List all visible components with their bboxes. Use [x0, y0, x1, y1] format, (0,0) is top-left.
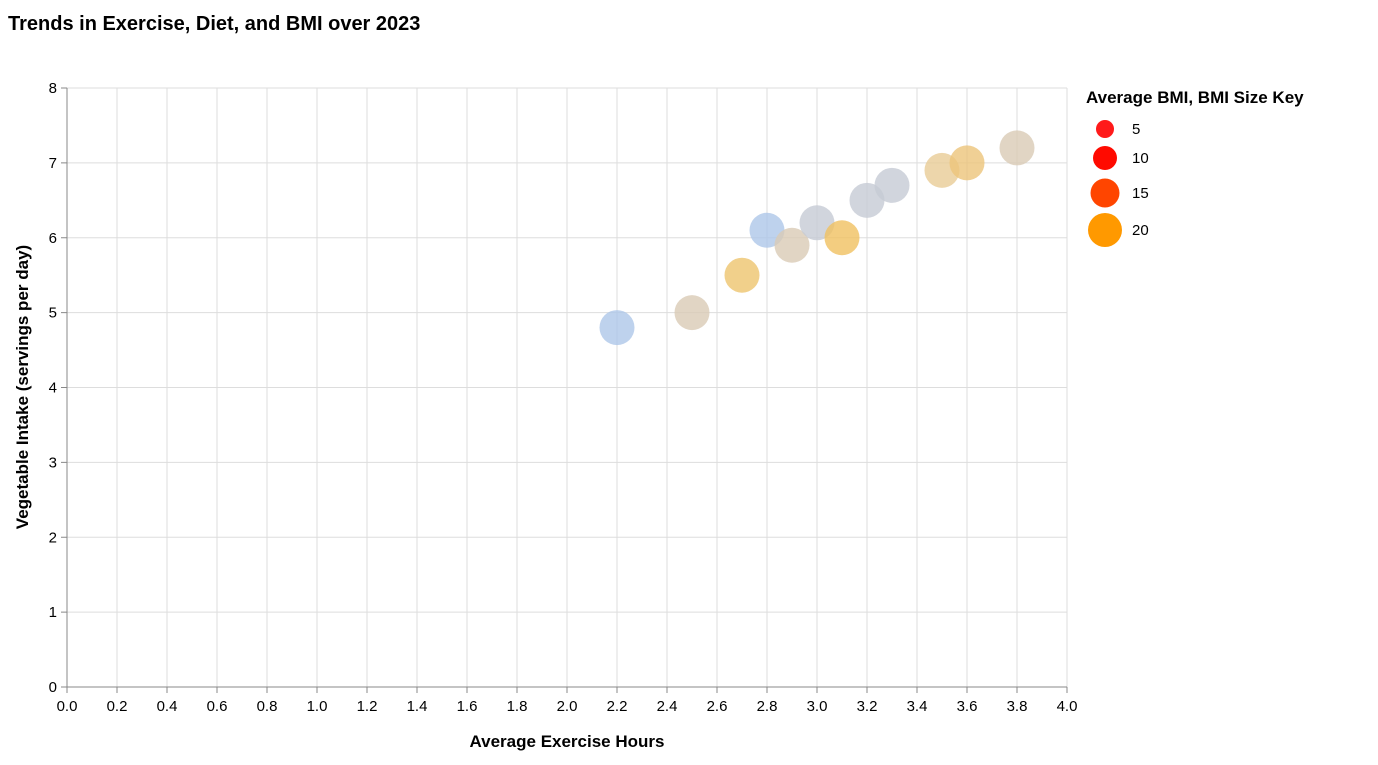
x-tick-label: 3.8	[1007, 698, 1028, 715]
scatter-point	[674, 295, 710, 331]
x-tick-label: 3.6	[957, 698, 978, 715]
x-tick-label: 3.2	[857, 698, 878, 715]
y-tick-label: 5	[49, 305, 57, 322]
legend-title: Average BMI, BMI Size Key	[1086, 88, 1304, 107]
x-tick-label: 1.8	[507, 698, 528, 715]
x-tick-label: 3.0	[807, 698, 828, 715]
y-tick-label: 4	[49, 380, 57, 397]
y-tick-label: 8	[49, 80, 57, 97]
axes: 0.0 0.2 0.4 0.6 0.8 1.0 1.2 1.4 1.6 1.8 2.0 2.2 2.4 2…	[49, 80, 1078, 715]
x-tick-label: 0.6	[207, 698, 228, 715]
y-tick-label: 7	[49, 155, 57, 172]
scatter-point	[999, 130, 1035, 166]
legend-label: 15	[1132, 185, 1149, 202]
x-tick-label: 3.4	[907, 698, 928, 715]
x-tick-label: 0.4	[157, 698, 178, 715]
y-axis-title: Vegetable Intake (servings per day)	[13, 245, 32, 529]
x-tick-label: 0.2	[107, 698, 128, 715]
y-tick-label: 3	[49, 454, 57, 471]
legend-label: 20	[1132, 222, 1149, 239]
legend-label: 5	[1132, 121, 1140, 138]
x-tick-label: 1.6	[457, 698, 478, 715]
legend-label: 10	[1132, 150, 1149, 167]
x-tick-label: 4.0	[1057, 698, 1078, 715]
scatter-point	[874, 167, 910, 203]
x-tick-label: 1.2	[357, 698, 378, 715]
y-tick-label: 0	[49, 679, 57, 696]
x-tick-label: 0.8	[257, 698, 278, 715]
scatter-point	[774, 227, 810, 263]
legend-symbol	[1093, 146, 1117, 170]
legend-symbol	[1088, 213, 1122, 247]
x-tick-label: 2.4	[657, 698, 678, 715]
legend-symbol	[1090, 178, 1120, 208]
scatter-point	[949, 145, 985, 181]
x-axis-title: Average Exercise Hours	[470, 732, 665, 751]
legend-symbol	[1096, 120, 1114, 138]
scatter-point	[724, 257, 760, 293]
x-tick-label: 1.4	[407, 698, 428, 715]
grid-lines	[66, 87, 1068, 688]
y-tick-label: 6	[49, 230, 57, 247]
y-tick-label: 2	[49, 529, 57, 546]
scatter-point	[599, 310, 635, 346]
chart-title: Trends in Exercise, Diet, and BMI over 2…	[8, 13, 420, 35]
x-tick-label: 2.8	[757, 698, 778, 715]
x-tick-label: 2.6	[707, 698, 728, 715]
x-tick-label: 2.2	[607, 698, 628, 715]
y-tick-label: 1	[49, 604, 57, 621]
x-tick-label: 0.0	[57, 698, 78, 715]
data-points	[599, 130, 1035, 346]
legend: Average BMI, BMI Size Key 5 10 15 20	[1086, 88, 1304, 247]
x-tick-label: 1.0	[307, 698, 328, 715]
x-tick-label: 2.0	[557, 698, 578, 715]
scatter-point	[824, 220, 860, 256]
